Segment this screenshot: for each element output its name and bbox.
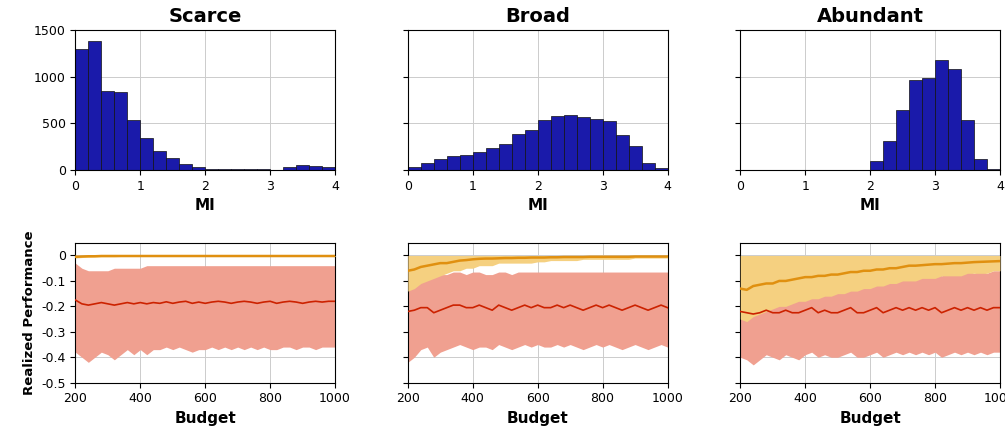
X-axis label: Budget: Budget <box>507 411 569 426</box>
Title: Broad: Broad <box>506 7 570 26</box>
Bar <box>564 115 577 170</box>
Bar <box>935 60 948 170</box>
Bar <box>896 111 910 170</box>
Bar <box>141 138 154 170</box>
Bar <box>166 158 179 170</box>
Bar <box>654 168 667 170</box>
X-axis label: MI: MI <box>528 198 548 213</box>
X-axis label: Budget: Budget <box>174 411 236 426</box>
Title: Scarce: Scarce <box>169 7 242 26</box>
Bar <box>498 144 512 170</box>
Bar <box>218 169 231 170</box>
Bar <box>590 119 603 170</box>
Bar <box>551 117 564 170</box>
Bar <box>408 167 421 170</box>
Bar <box>115 92 128 170</box>
Bar <box>270 169 283 170</box>
Bar <box>257 169 270 170</box>
Bar <box>577 117 590 170</box>
Bar <box>447 156 459 170</box>
Bar <box>641 163 654 170</box>
Bar <box>154 151 166 170</box>
Bar <box>283 167 296 170</box>
Bar <box>310 166 323 170</box>
Bar <box>75 49 88 170</box>
Bar <box>192 167 205 170</box>
Bar <box>472 152 485 170</box>
Bar <box>525 130 538 170</box>
Bar <box>628 146 641 170</box>
Bar <box>88 41 102 170</box>
Bar <box>616 135 628 170</box>
Bar <box>603 120 616 170</box>
Bar <box>883 141 896 170</box>
Bar <box>922 78 935 170</box>
Bar <box>102 91 115 170</box>
Bar <box>434 159 447 170</box>
Bar <box>296 166 310 170</box>
Bar <box>512 134 525 170</box>
Bar <box>323 167 335 170</box>
X-axis label: MI: MI <box>195 198 216 213</box>
Y-axis label: Realized Performance: Realized Performance <box>22 230 35 395</box>
Bar <box>538 120 551 170</box>
Bar <box>948 69 961 170</box>
Bar <box>910 80 922 170</box>
Bar <box>459 155 472 170</box>
Bar <box>870 161 883 170</box>
Bar <box>244 169 257 170</box>
Title: Abundant: Abundant <box>817 7 924 26</box>
X-axis label: Budget: Budget <box>839 411 901 426</box>
Bar <box>179 164 192 170</box>
Bar <box>421 163 434 170</box>
Bar <box>128 120 141 170</box>
Bar <box>961 120 974 170</box>
Bar <box>987 169 1000 170</box>
Bar <box>485 147 498 170</box>
X-axis label: MI: MI <box>859 198 880 213</box>
Bar <box>205 169 218 170</box>
Bar <box>231 169 244 170</box>
Bar <box>974 159 987 170</box>
